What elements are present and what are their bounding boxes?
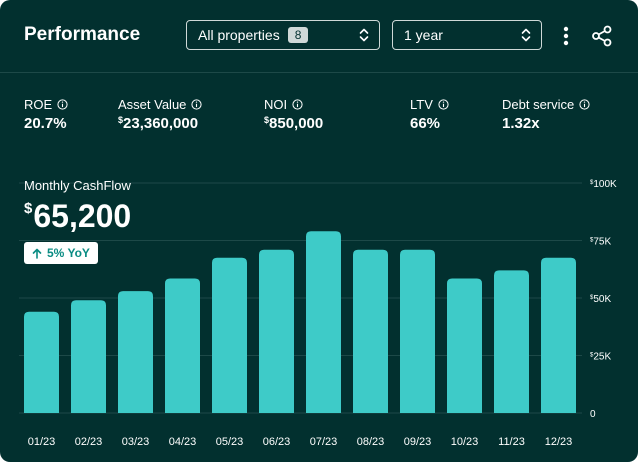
info-icon[interactable] bbox=[191, 99, 203, 110]
metric-value: 850,000 bbox=[269, 115, 324, 132]
bar-01/23 bbox=[24, 311, 59, 413]
cashflow-currency: $ bbox=[24, 200, 33, 217]
bar-03/23 bbox=[118, 291, 153, 413]
bar-09/23 bbox=[400, 249, 435, 413]
y-tick-label: $25K bbox=[590, 352, 611, 363]
x-tick-label: 08/23 bbox=[357, 436, 385, 448]
metric-label: Debt service bbox=[502, 97, 575, 112]
bar-10/23 bbox=[447, 278, 482, 413]
y-tick-label: $100K bbox=[590, 179, 617, 190]
x-tick-label: 07/23 bbox=[310, 436, 338, 448]
metric-value: 20.7% bbox=[24, 115, 67, 132]
cashflow-amount: $65,200 bbox=[24, 198, 131, 235]
arrow-up-icon bbox=[32, 248, 42, 259]
bar-05/23 bbox=[212, 257, 247, 413]
metric-label: LTV bbox=[410, 97, 433, 112]
x-tick-label: 02/23 bbox=[75, 436, 103, 448]
property-select-label: All properties bbox=[198, 27, 280, 43]
x-tick-label: 04/23 bbox=[169, 436, 197, 448]
metric-label: ROE bbox=[24, 97, 53, 112]
metric-label: Asset Value bbox=[118, 97, 187, 112]
x-tick-label: 11/23 bbox=[498, 436, 525, 448]
period-select[interactable]: 1 year bbox=[392, 20, 542, 50]
bar-06/23 bbox=[259, 249, 294, 413]
y-tick-label: 0 bbox=[590, 409, 596, 420]
property-count-badge: 8 bbox=[287, 27, 309, 43]
x-tick-label: 06/23 bbox=[263, 436, 291, 448]
bar-02/23 bbox=[71, 300, 106, 413]
x-tick-label: 09/23 bbox=[404, 436, 432, 448]
metric-noi: NOI $850,000 bbox=[264, 97, 323, 132]
metric-value: 66% bbox=[410, 115, 441, 132]
more-options-button[interactable] bbox=[556, 24, 576, 48]
yoy-badge: 5% YoY bbox=[24, 242, 98, 264]
metric-asset-value: Asset Value $23,360,000 bbox=[118, 97, 203, 132]
metric-roe: ROE 20.7% bbox=[24, 97, 68, 132]
chevron-updown-icon bbox=[521, 28, 531, 42]
share-icon bbox=[592, 25, 612, 47]
yoy-text: 5% YoY bbox=[47, 246, 90, 260]
property-select[interactable]: All properties 8 bbox=[186, 20, 380, 50]
x-tick-label: 05/23 bbox=[216, 436, 244, 448]
y-tick-label: $75K bbox=[590, 237, 611, 248]
bar-07/23 bbox=[306, 231, 341, 413]
bar-11/23 bbox=[494, 270, 529, 413]
y-tick-label: $50K bbox=[590, 294, 611, 305]
cashflow-value: 65,200 bbox=[33, 198, 132, 234]
period-select-label: 1 year bbox=[404, 27, 443, 43]
x-tick-label: 01/23 bbox=[28, 436, 56, 448]
card-header: Performance All properties 8 1 year bbox=[0, 0, 638, 73]
metric-value: 1.32x bbox=[502, 115, 540, 132]
info-icon[interactable] bbox=[57, 99, 68, 110]
bar-04/23 bbox=[165, 278, 200, 413]
more-vertical-icon bbox=[563, 26, 569, 46]
x-tick-label: 10/23 bbox=[451, 436, 479, 448]
info-icon[interactable] bbox=[438, 99, 449, 110]
chevron-updown-icon bbox=[359, 28, 369, 42]
metric-label: NOI bbox=[264, 97, 288, 112]
metric-currency: $ bbox=[264, 115, 270, 125]
bar-12/23 bbox=[541, 257, 576, 413]
card-title: Performance bbox=[24, 24, 141, 45]
metric-currency: $ bbox=[118, 115, 124, 125]
x-tick-label: 12/23 bbox=[545, 436, 573, 448]
x-tick-label: 03/23 bbox=[122, 436, 150, 448]
chart-label: Monthly CashFlow bbox=[24, 178, 131, 193]
bar-08/23 bbox=[353, 249, 388, 413]
metric-debt-service: Debt service 1.32x bbox=[502, 97, 590, 132]
info-icon[interactable] bbox=[292, 99, 303, 110]
metric-ltv: LTV 66% bbox=[410, 97, 449, 132]
info-icon[interactable] bbox=[579, 99, 590, 110]
share-button[interactable] bbox=[589, 24, 615, 48]
metric-value: 23,360,000 bbox=[123, 115, 199, 132]
